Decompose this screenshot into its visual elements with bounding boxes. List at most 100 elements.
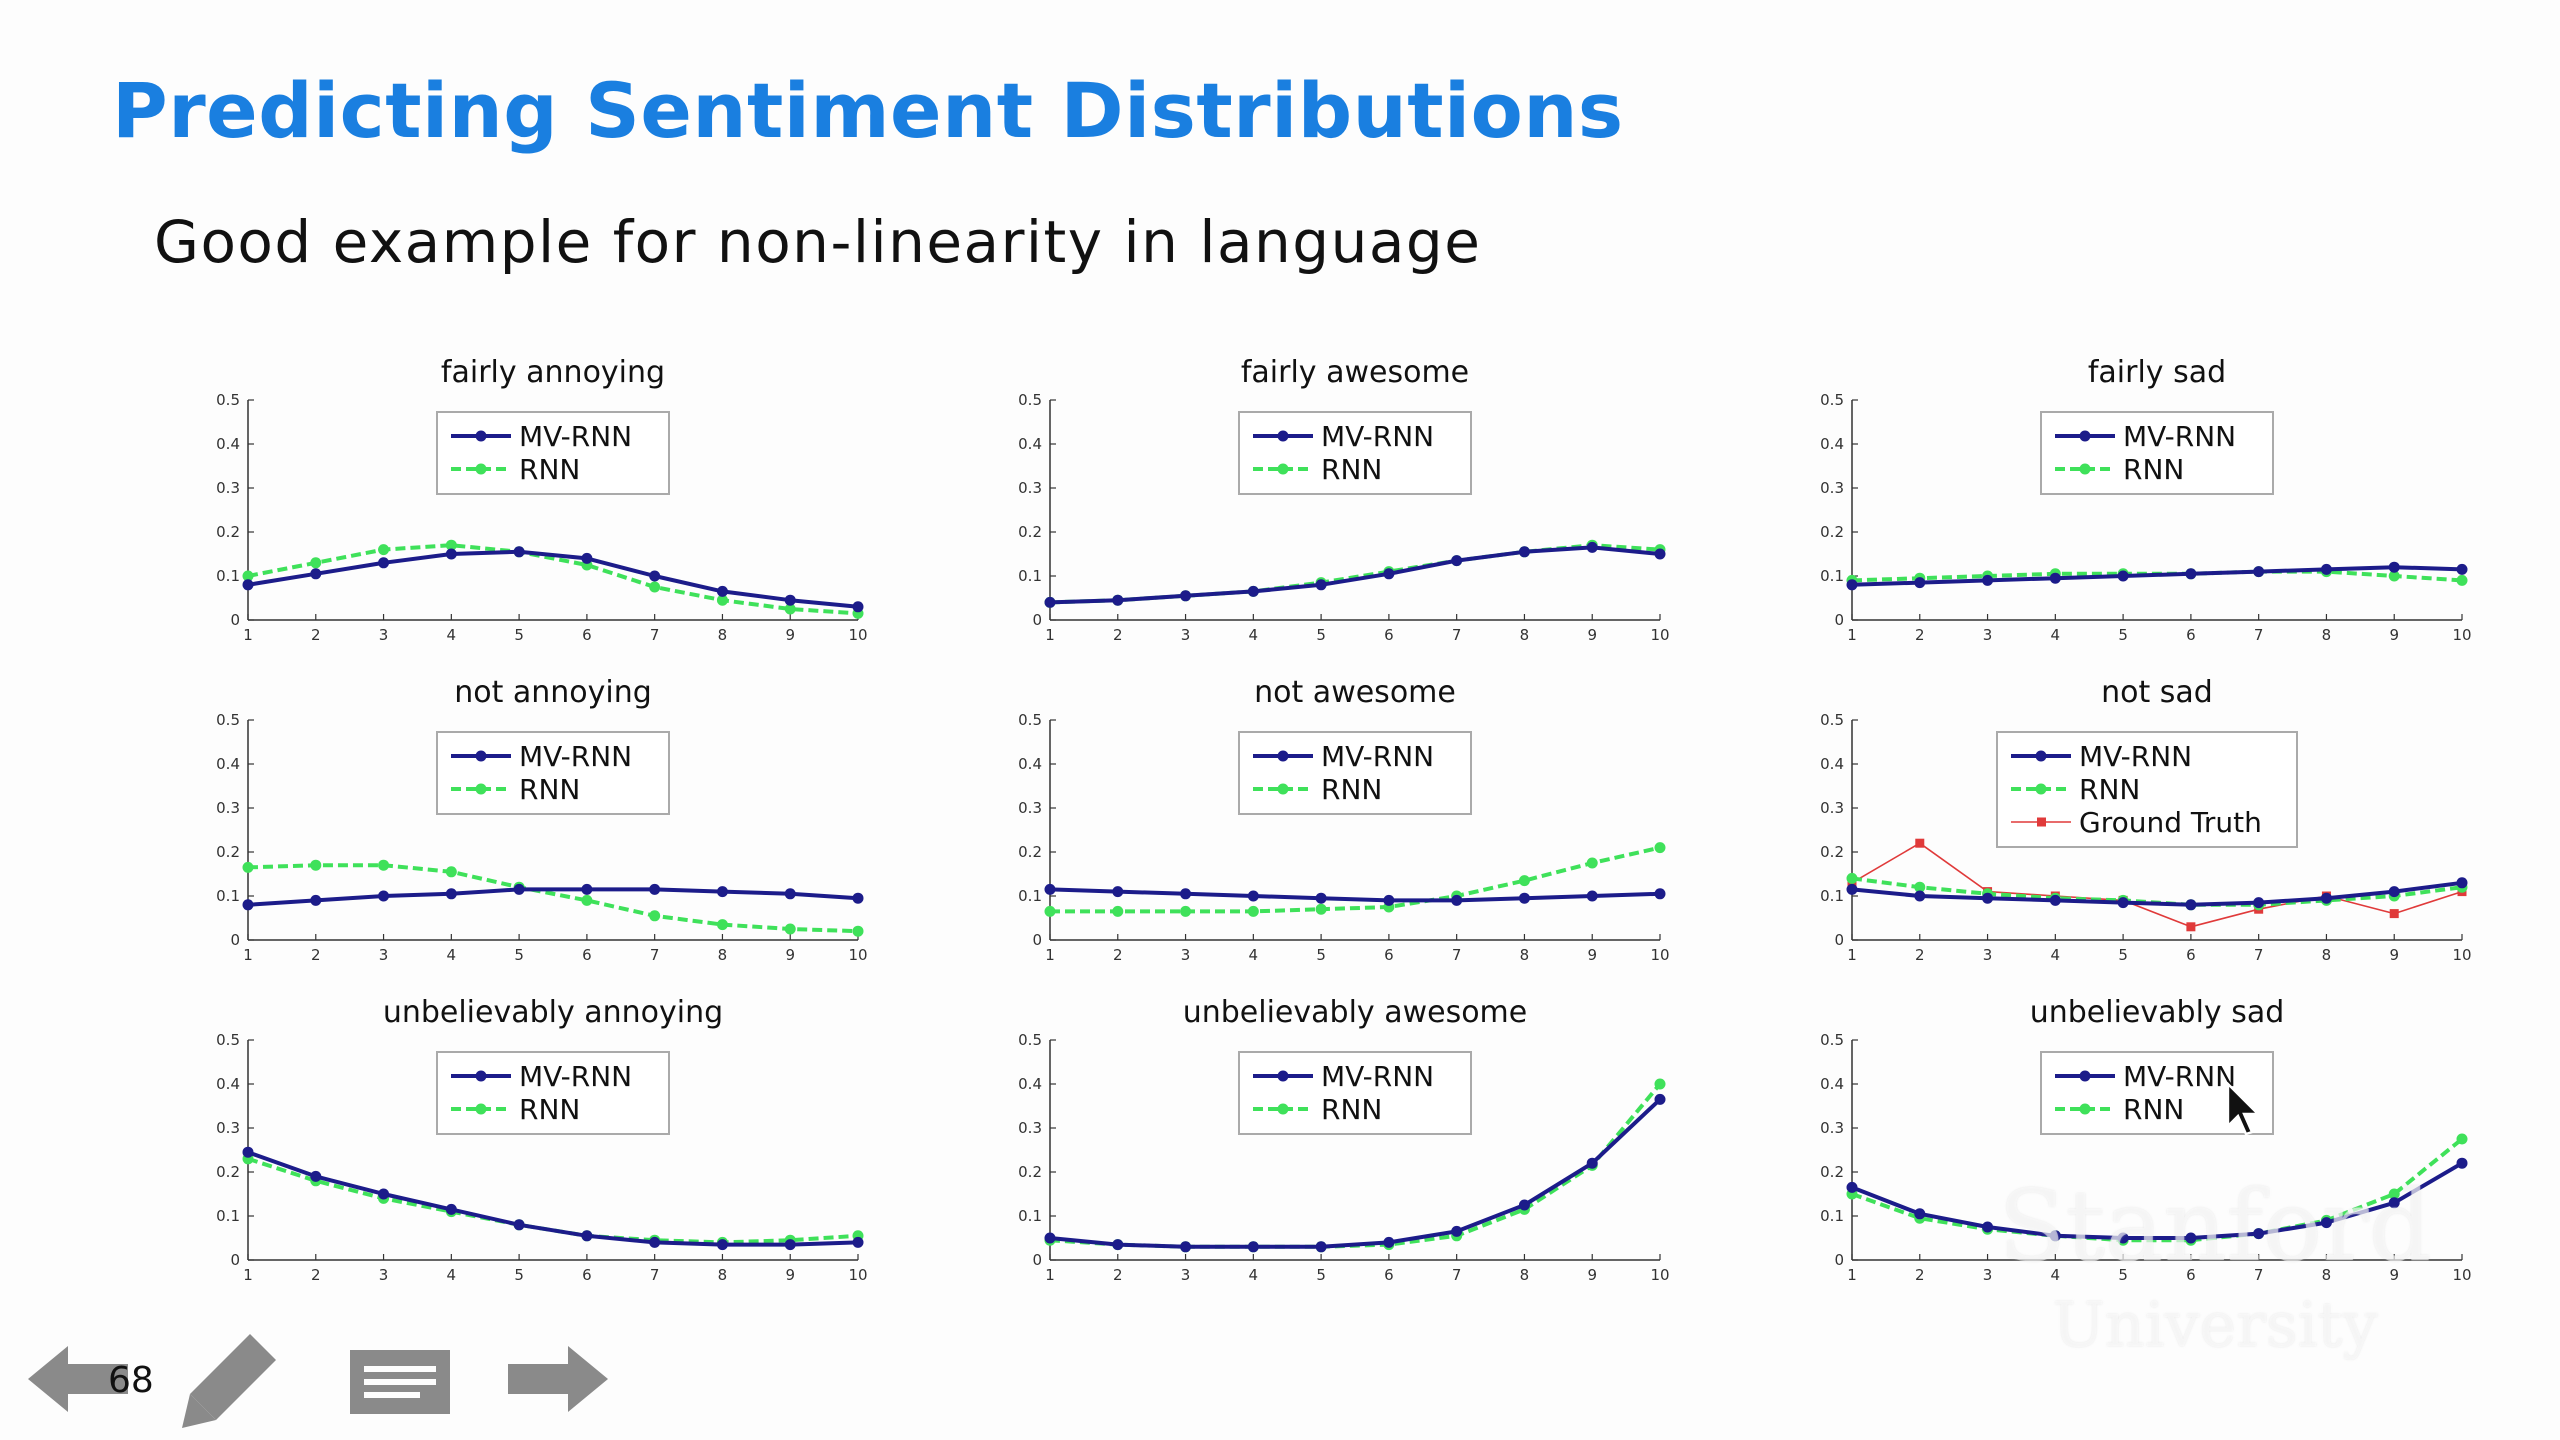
x-tick-label: 4 <box>2051 946 2061 964</box>
notes-icon[interactable] <box>350 1350 450 1414</box>
legend-marker <box>475 1070 487 1082</box>
chart-fairly-sad: fairly sad 0 0.1 0.2 0.3 0.4 0.5 1 2 3 4 5 6 7 8 9 10 MV-… <box>1820 355 2471 644</box>
data-point-mv-rnn <box>1451 894 1463 906</box>
x-tick-label: 10 <box>848 946 867 964</box>
data-point-mv-rnn <box>310 1170 322 1182</box>
data-point-mv-rnn <box>2185 1232 2197 1244</box>
chart-title: unbelievably sad <box>2030 995 2285 1030</box>
x-tick-label: 6 <box>2186 626 2196 644</box>
legend-box <box>2040 411 2274 495</box>
data-point-mv-rnn <box>784 1239 796 1251</box>
data-point-rnn <box>649 581 661 593</box>
data-point-mv-rnn <box>513 546 525 558</box>
y-tick-label: 0.5 <box>1018 391 1042 409</box>
x-tick-label: 4 <box>2051 626 2061 644</box>
arrow-right-icon[interactable] <box>508 1344 608 1414</box>
data-point-mv-rnn <box>1586 541 1598 553</box>
legend-box <box>1238 411 1472 495</box>
data-point-mv-rnn <box>2117 1232 2129 1244</box>
y-tick-label: 0 <box>230 931 240 949</box>
x-tick-label: 10 <box>2452 626 2471 644</box>
x-tick-label: 5 <box>514 626 524 644</box>
data-point-mv-rnn <box>1044 883 1056 895</box>
y-tick-label: 0.5 <box>1820 391 1844 409</box>
data-point-mv-rnn <box>1180 888 1192 900</box>
data-point-mv-rnn <box>2253 566 2265 578</box>
data-point-mv-rnn <box>1112 886 1124 898</box>
x-tick-label: 9 <box>785 946 795 964</box>
x-tick-label: 6 <box>1384 946 1394 964</box>
data-point-mv-rnn <box>242 899 254 911</box>
series-line-rnn <box>247 863 859 934</box>
x-tick-label: 9 <box>1587 1266 1597 1284</box>
x-tick-label: 2 <box>311 1266 321 1284</box>
data-point-mv-rnn <box>1247 1241 1259 1253</box>
series-line-mv-rnn <box>1049 1097 1662 1249</box>
data-point-mv-rnn <box>2253 897 2265 909</box>
chart-unbelievably-annoying: unbelievably annoying 0 0.1 0.2 0.3 0.4 0.5 1 2 3… <box>216 995 867 1284</box>
arrow-left-icon[interactable] <box>28 1344 138 1414</box>
y-tick-label: 0.2 <box>1018 843 1042 861</box>
legend-marker <box>1277 463 1289 475</box>
data-point-mv-rnn <box>2117 897 2129 909</box>
slide-number: 68 <box>108 1360 154 1401</box>
data-point-mv-rnn <box>2049 1230 2061 1242</box>
y-tick-label: 0 <box>1834 1251 1844 1269</box>
pencil-icon[interactable] <box>180 1330 280 1430</box>
x-tick-label: 1 <box>1045 1266 1055 1284</box>
data-point-mv-rnn <box>649 1236 661 1248</box>
legend-label: MV-RNN <box>519 1060 632 1093</box>
data-point-mv-rnn <box>1518 1199 1530 1211</box>
y-tick-label: 0.2 <box>1820 523 1844 541</box>
y-tick-label: 0.4 <box>216 755 240 773</box>
y-tick-label: 0.2 <box>1820 1163 1844 1181</box>
chart-fairly-annoying: fairly annoying 0 0.1 0.2 0.3 0.4 0.5 1 2 3 4 5 6 7 8 9… <box>216 355 867 644</box>
x-tick-label: 1 <box>1847 946 1857 964</box>
y-tick-label: 0.5 <box>216 391 240 409</box>
x-tick-label: 10 <box>848 626 867 644</box>
data-point-mv-rnn <box>1383 568 1395 580</box>
data-point-mv-rnn <box>716 886 728 898</box>
x-tick-label: 6 <box>1384 1266 1394 1284</box>
data-point-mv-rnn <box>1383 894 1395 906</box>
data-point-mv-rnn <box>1247 585 1259 597</box>
x-tick-label: 7 <box>1452 626 1462 644</box>
data-point-mv-rnn <box>1586 890 1598 902</box>
data-point-mv-rnn <box>852 1236 864 1248</box>
watermark: Stanford University <box>1975 1178 2455 1356</box>
data-point-mv-rnn <box>1914 890 1926 902</box>
data-point-mv-rnn <box>581 883 593 895</box>
legend-marker <box>475 783 487 795</box>
chart-title: fairly awesome <box>1241 355 1469 390</box>
y-tick-label: 0.2 <box>1018 1163 1042 1181</box>
legend-box <box>436 411 670 495</box>
y-tick-label: 0 <box>230 1251 240 1269</box>
data-point-rnn <box>716 594 728 606</box>
legend-marker <box>2079 1070 2091 1082</box>
legend-marker <box>2079 1103 2091 1115</box>
x-tick-label: 5 <box>514 1266 524 1284</box>
x-tick-label: 7 <box>2254 946 2264 964</box>
legend-marker <box>2079 463 2091 475</box>
x-tick-label: 9 <box>1587 946 1597 964</box>
x-tick-label: 3 <box>379 946 389 964</box>
data-point-mv-rnn <box>2456 877 2468 889</box>
watermark-line2: University <box>2052 1288 2378 1361</box>
series-line-mv-rnn <box>247 887 859 907</box>
data-point-mv-rnn <box>1315 892 1327 904</box>
chart-not-annoying: not annoying 0 0.1 0.2 0.3 0.4 0.5 1 2 3 4 5 6 7 8 9 10 M… <box>216 675 867 964</box>
y-tick-label: 0.4 <box>1018 435 1042 453</box>
slide-subtitle: Good example for non-linearity in langua… <box>154 208 1482 276</box>
x-tick-label: 4 <box>447 1266 457 1284</box>
chart-title: not awesome <box>1254 675 1456 710</box>
chart-title: fairly sad <box>2088 355 2226 390</box>
x-tick-label: 4 <box>447 626 457 644</box>
legend-marker <box>475 430 487 442</box>
series-line-mv-rnn <box>1049 545 1661 605</box>
legend-box <box>436 731 670 815</box>
x-tick-label: 3 <box>1181 626 1191 644</box>
data-point-rnn <box>716 919 728 931</box>
